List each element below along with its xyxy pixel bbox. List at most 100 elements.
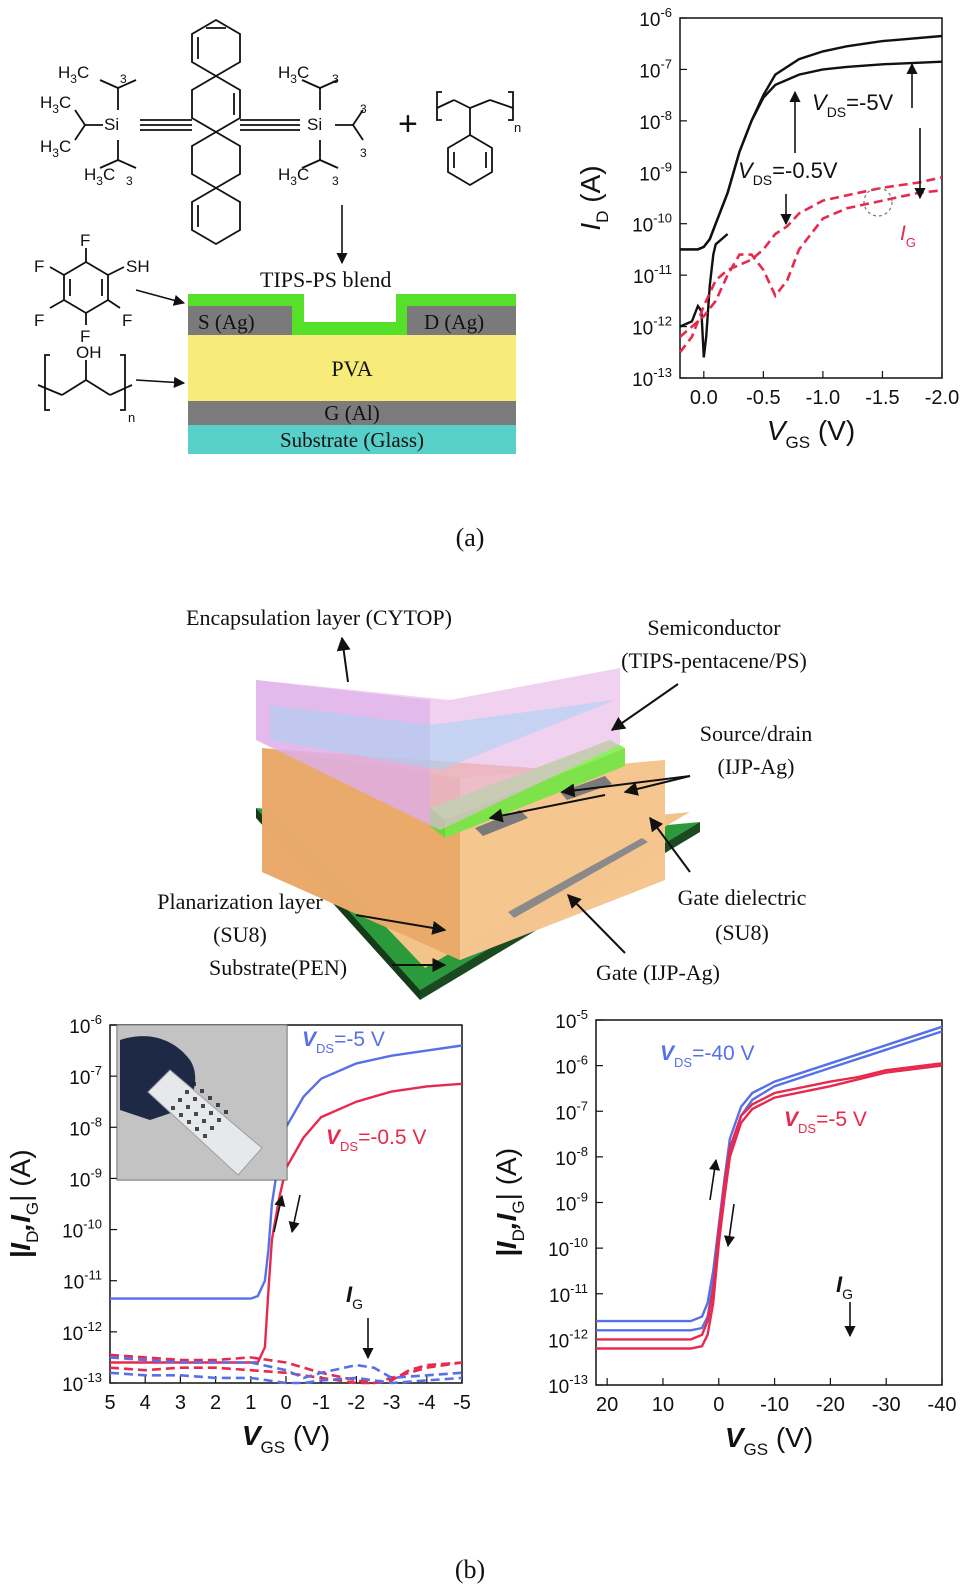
label-h3c: H3C [40, 93, 71, 116]
annotation-3: IG [346, 1282, 363, 1312]
label-ch3: 3 [120, 72, 127, 86]
y-axis-label: |ID,IG| (A) [491, 1148, 528, 1257]
y-tick-label: 10-11 [63, 1268, 102, 1294]
device-3d-labels: Encapsulation layer (CYTOP) Semiconducto… [157, 605, 812, 985]
label-ch3: 3 [332, 174, 339, 188]
device-3d-arrows [336, 636, 691, 972]
plot-frame [679, 17, 943, 379]
substrate-label: Substrate (Glass) [280, 428, 424, 452]
source-label: S (Ag) [198, 310, 255, 334]
blend-label: TIPS-PS blend [260, 267, 391, 292]
substrate-layer [188, 424, 516, 454]
y-tick-label: 10-10 [632, 211, 672, 237]
label-planarization-2: (SU8) [213, 922, 267, 947]
arrow-source [488, 794, 606, 823]
y-tick-label: 10-12 [632, 314, 672, 340]
x-tick-label: -5 [453, 1392, 471, 1414]
x-tick-label: 2 [210, 1392, 221, 1414]
y-axis-label: |ID,IG| (A) [5, 1149, 42, 1258]
label-gate-diel-2: (SU8) [715, 920, 769, 945]
annotation-arrow-3 [723, 1203, 735, 1248]
annotation-3: IG [900, 222, 916, 250]
y-tick-label: 10-13 [632, 365, 672, 391]
x-axis-label: VGS (V) [725, 1422, 813, 1459]
label-sd-2: (IJP-Ag) [718, 754, 795, 779]
y-tick-label: 10-9 [639, 159, 672, 185]
annotation-3: IG [836, 1272, 853, 1302]
molecular-structures [37, 18, 514, 411]
x-tick-label: -2.0 [925, 387, 959, 409]
x-tick-label: -3 [383, 1392, 401, 1414]
series-line-3 [679, 233, 729, 358]
source-pad [475, 810, 528, 836]
label-ch3: 3 [360, 102, 367, 116]
annotation-arrow-2 [708, 1158, 721, 1201]
molecule-labels: H3C 3 H3C Si H3C H3C 3 H3C 3 Si 3 3 H3C … [34, 63, 521, 425]
label-f-left1: F [34, 257, 44, 276]
x-tick-label: -1.5 [865, 387, 899, 409]
chart-b-left: 5 4 3 2 1 0 -1 -2 -3 -4 -5 10-6 10-7 10-8 10-9 10-10 10-… [5, 1012, 471, 1457]
y-tick-label: 10-8 [69, 1114, 102, 1140]
label-encapsulation: Encapsulation layer (CYTOP) [186, 605, 452, 630]
y-tick-label: 10-13 [62, 1370, 102, 1396]
arrow-drain-2 [623, 775, 691, 796]
x-axis-label: VGS (V) [767, 415, 855, 452]
device-array-icon [171, 1082, 228, 1138]
y-tick-label: 10-8 [555, 1144, 588, 1170]
y-axis-label: ID (A) [575, 165, 612, 230]
series-line-4 [596, 1064, 943, 1350]
label-h3c: H3C [84, 165, 115, 188]
tips-pentacene-core [74, 18, 364, 246]
label-h3c: H3C [40, 137, 71, 160]
series-line-4 [678, 176, 943, 354]
caption-b: (b) [455, 1555, 485, 1584]
annotation-2: VDS=-0.5V [738, 158, 838, 188]
arrow-planarization [355, 914, 447, 935]
x-tick-label: 20 [596, 1394, 618, 1416]
x-tick-label: 0.0 [690, 387, 718, 409]
pfbt-structure [49, 248, 125, 325]
label-h3c: H3C [278, 165, 309, 188]
y-tick-label: 10-8 [639, 108, 672, 134]
drain-electrode [407, 306, 516, 335]
series-line-3 [596, 1062, 943, 1341]
label-si-right: Si [307, 115, 322, 134]
y-tick-label: 10-5 [555, 1007, 588, 1033]
x-tick-label: -1.0 [806, 387, 840, 409]
x-tick-label: -30 [872, 1394, 901, 1416]
y-tick-label: 10-7 [639, 56, 672, 82]
pva-layer [188, 334, 516, 401]
chart-b-right: 20 10 0 -10 -20 -30 -40 10-5 10-6 10-7 10-8 10-9 10-… [491, 1007, 956, 1459]
annotation-1: VDS=-5 V [302, 1028, 385, 1056]
pva-label: PVA [331, 356, 372, 381]
y-tick-label: 10-12 [62, 1319, 102, 1345]
plus-sign: + [398, 105, 418, 143]
x-tick-label: -1 [312, 1392, 330, 1414]
label-n-pva: n [128, 410, 135, 425]
label-f-left2: F [34, 311, 44, 330]
label-f-top: F [80, 231, 90, 250]
semiconductor-layer [188, 294, 516, 335]
x-tick-label: 1 [245, 1392, 256, 1414]
annotation-arrow-2 [273, 1194, 286, 1233]
series-line-2 [680, 60, 943, 251]
label-h3c: H3C [278, 63, 309, 86]
arrow-gate [567, 894, 626, 954]
y-tick-label: 10-10 [548, 1235, 588, 1261]
x-tick-label: 0 [280, 1392, 291, 1414]
series-line-5 [109, 1356, 463, 1380]
x-tick-label: 4 [140, 1392, 151, 1414]
y-tick-label: 10-12 [548, 1326, 588, 1352]
x-tick-label: 10 [652, 1394, 674, 1416]
annotation-2: VDS=-5 V [784, 1108, 867, 1136]
label-ch3: 3 [332, 72, 339, 86]
x-tick-label: -20 [816, 1394, 845, 1416]
arrow-gate-dielectric [649, 816, 691, 873]
label-h3c: H3C [58, 63, 89, 86]
x-axis-label: VGS (V) [242, 1420, 330, 1457]
label-sh: SH [126, 257, 150, 276]
x-tick-label: -4 [418, 1392, 436, 1414]
arrow-pfbt [135, 289, 186, 306]
annotation-2: VDS=-0.5 V [326, 1126, 426, 1154]
series-line-4 [109, 1361, 463, 1385]
